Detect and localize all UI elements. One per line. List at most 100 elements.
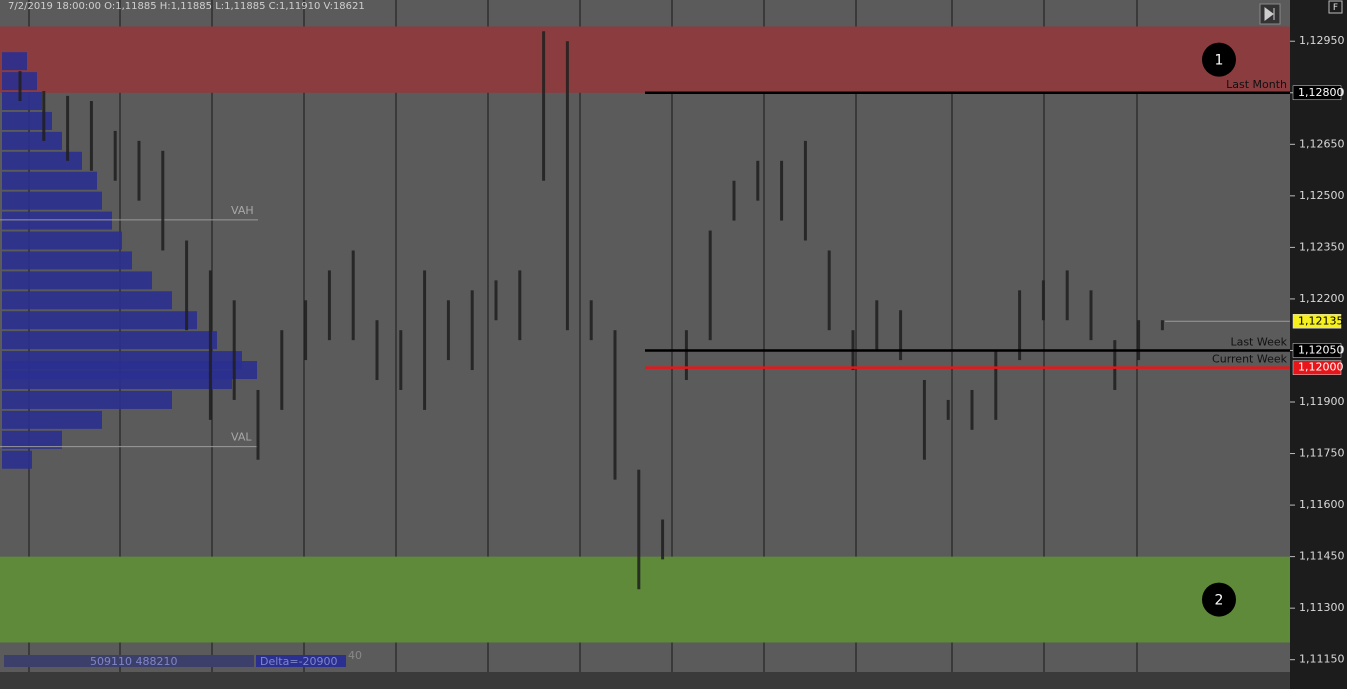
- range-bar: [232, 300, 236, 400]
- range-bar: [161, 150, 165, 251]
- zone-marker: [1202, 42, 1236, 77]
- level-price-box: [1292, 360, 1342, 375]
- range-bar: [185, 240, 189, 331]
- range-bar: [1137, 320, 1141, 361]
- zone-marker: [1202, 582, 1236, 617]
- footer-delta-box: [256, 655, 346, 667]
- range-bar: [1018, 290, 1022, 361]
- range-bar: [518, 270, 522, 341]
- profile-bar: [2, 52, 27, 71]
- range-bar: [803, 140, 807, 241]
- header: 7/2/2019 18:00:00 O:1,11885 H:1,11885 L:…: [8, 1, 365, 12]
- value-area-label: VAH: [231, 204, 254, 217]
- footer-count: 40: [348, 649, 362, 662]
- range-bar: [542, 31, 546, 181]
- range-bar: [780, 160, 784, 221]
- profile-bar: [2, 151, 82, 170]
- zone: [0, 26, 1290, 93]
- y-tick-label: 1,12650: [1299, 137, 1345, 150]
- f-button[interactable]: [1328, 0, 1343, 14]
- range-bar: [613, 330, 617, 480]
- level-price-box: [1292, 343, 1342, 358]
- range-bar: [1160, 320, 1164, 331]
- level-name: Last Month: [1226, 78, 1287, 91]
- range-bar: [661, 519, 665, 560]
- range-bar: [470, 290, 474, 371]
- profile-bar: [2, 231, 122, 250]
- range-bar: [1113, 340, 1117, 390]
- profile-bar: [2, 390, 172, 409]
- y-tick-label: 1,12500: [1299, 189, 1345, 202]
- range-bar: [113, 130, 117, 181]
- profile-bar: [2, 430, 62, 449]
- range-bar: [375, 320, 379, 381]
- y-tick-label: 1,12200: [1299, 292, 1345, 305]
- y-tick-label: 1,11150: [1299, 653, 1345, 666]
- range-bar: [351, 250, 355, 341]
- range-bar: [137, 140, 141, 201]
- profile-bar: [2, 331, 217, 350]
- profile-bar: [2, 371, 232, 390]
- range-bar: [970, 389, 974, 430]
- footer-volumes: 509110 488210: [90, 655, 177, 668]
- level-price-box: [1292, 85, 1342, 101]
- y-tick-label: 1,11600: [1299, 498, 1345, 511]
- footer-volume-box: [4, 655, 254, 667]
- profile-bar: [2, 171, 97, 190]
- range-bar: [208, 270, 212, 420]
- range-bar: [756, 160, 760, 201]
- level-price-label: 1,12000: [1298, 361, 1344, 374]
- range-bar: [1065, 270, 1069, 321]
- range-bar: [875, 300, 879, 351]
- zone-marker-label: 2: [1215, 593, 1224, 609]
- range-bar: [423, 270, 427, 410]
- profile-bar: [2, 111, 52, 130]
- range-bar: [946, 399, 950, 420]
- footer-delta: Delta=-20900: [260, 655, 338, 668]
- profile-bar: [2, 410, 102, 429]
- profile-bar: [2, 191, 102, 210]
- f-button-label: F: [1333, 3, 1338, 13]
- range-bar: [565, 41, 569, 331]
- range-bar: [89, 101, 93, 171]
- profile-bar: [2, 92, 42, 111]
- range-bar: [256, 389, 260, 460]
- range-bar: [637, 469, 641, 590]
- profile-bar: [2, 131, 62, 150]
- level-price-label: 1,12800: [1298, 86, 1344, 99]
- profile-bar: [2, 211, 112, 230]
- range-bar: [994, 350, 998, 420]
- range-bar: [684, 330, 688, 381]
- range-bar: [446, 300, 450, 361]
- y-tick-label: 1,11900: [1299, 395, 1345, 408]
- zone: [0, 556, 1290, 643]
- profile-bar: [2, 450, 32, 469]
- layers: 1 2 VAH VAL 1,12950 1,12800 1,12650 1,12500 1,12…: [0, 26, 1345, 666]
- range-bar: [66, 95, 70, 161]
- y-tick-label: 1,12950: [1299, 34, 1345, 47]
- range-bar: [399, 330, 403, 390]
- profile-bar: [2, 271, 152, 290]
- range-bar: [899, 310, 903, 361]
- value-area-label: VAL: [231, 431, 252, 444]
- y-tick-label: 1,11450: [1299, 550, 1345, 563]
- level-name: Current Week: [1212, 353, 1288, 366]
- profile-bar: [2, 311, 197, 330]
- range-bar: [827, 250, 831, 331]
- range-bar: [327, 270, 331, 341]
- y-tick-label: 1,12350: [1299, 240, 1345, 253]
- y-tick-label: 1,11300: [1299, 601, 1345, 614]
- time-axis: [0, 672, 1290, 689]
- scroll-end-icon: [1264, 7, 1275, 21]
- range-bar: [922, 380, 926, 460]
- range-bar: [280, 330, 284, 410]
- level-name: Last Week: [1230, 335, 1287, 348]
- range-bar: [732, 180, 736, 221]
- level-price-label: 1,12135: [1298, 314, 1344, 327]
- level-price-label: 1,12050: [1298, 343, 1344, 356]
- range-bar: [589, 300, 593, 341]
- profile-bar: [2, 291, 172, 310]
- range-bar: [304, 300, 308, 361]
